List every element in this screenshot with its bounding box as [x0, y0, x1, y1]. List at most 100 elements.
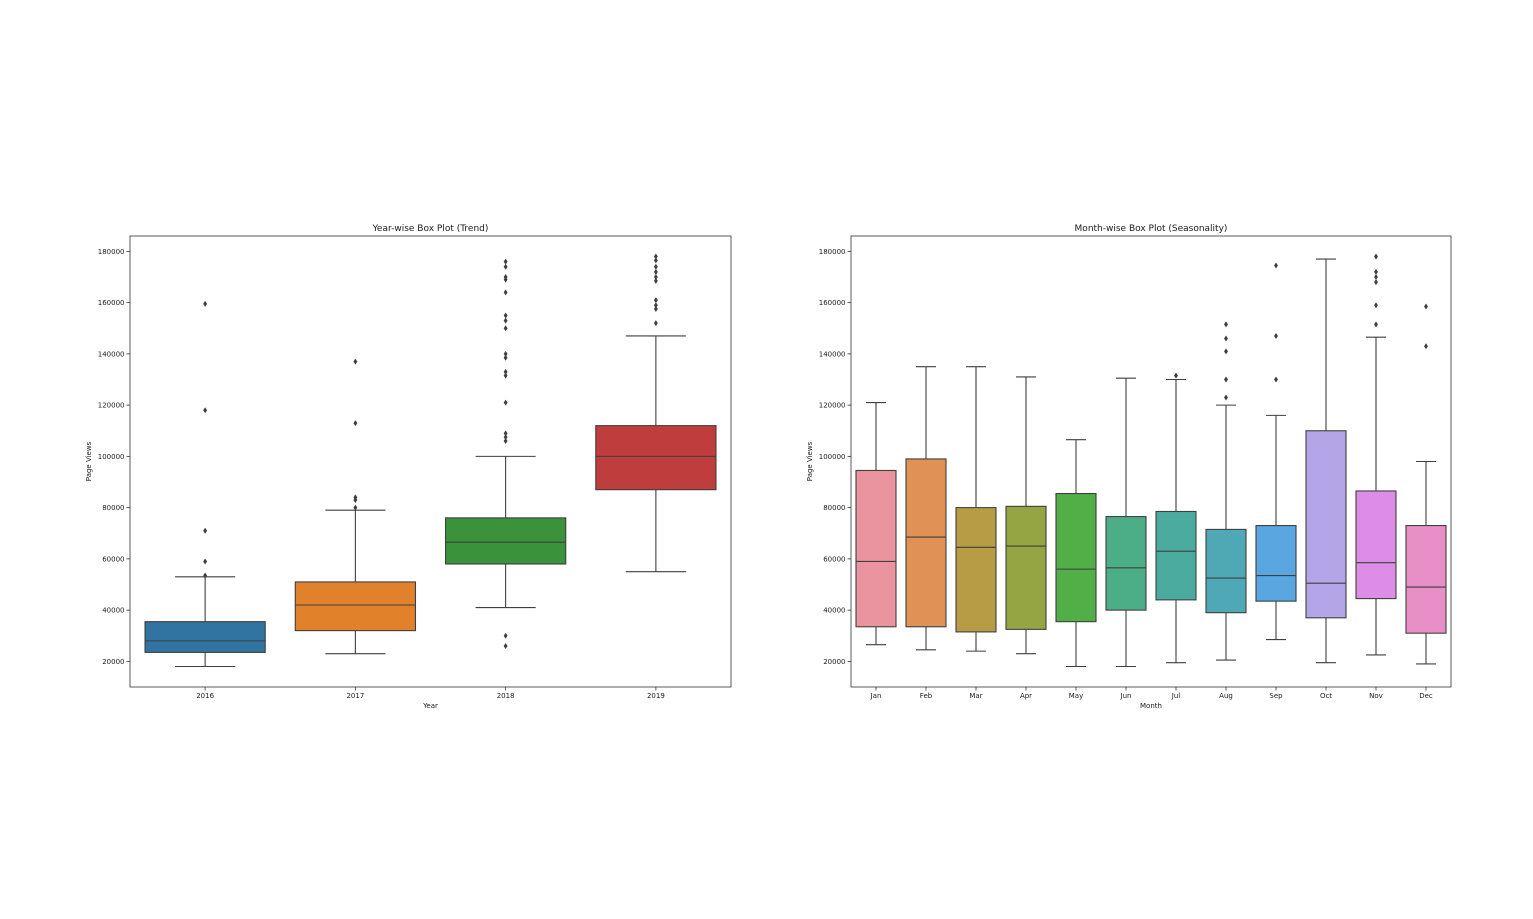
outlier-point — [653, 297, 658, 304]
outlier-point — [503, 263, 508, 270]
y-tick-label: 180000 — [819, 248, 846, 256]
outlier-point — [203, 527, 208, 534]
outlier-point — [653, 257, 658, 264]
box-jan — [855, 402, 897, 646]
outlier-point — [353, 420, 358, 427]
box-body — [905, 458, 947, 628]
outlier-point — [1224, 376, 1228, 383]
outlier-point — [1274, 262, 1278, 269]
outlier-point — [203, 572, 208, 579]
x-tick-label: May — [1069, 692, 1083, 700]
y-tick-label: 140000 — [819, 350, 846, 358]
box-body — [1205, 528, 1247, 614]
box-2018 — [444, 258, 567, 649]
box-body — [955, 507, 997, 633]
box-body — [444, 517, 567, 565]
outlier-point — [1224, 394, 1228, 401]
y-tick-label: 20000 — [823, 658, 845, 666]
box-body — [1155, 510, 1197, 601]
outlier-point — [503, 258, 508, 265]
x-tick-label: Jun — [1120, 692, 1132, 700]
outlier-point — [503, 274, 508, 280]
outlier-point — [503, 430, 508, 437]
x-tick-label: Mar — [969, 692, 982, 700]
box-2019 — [595, 253, 717, 573]
outlier-point — [503, 325, 508, 332]
y-tick-label: 180000 — [98, 248, 125, 256]
box-body — [855, 469, 897, 628]
x-tick-label: Sep — [1269, 692, 1283, 700]
box-body — [595, 425, 717, 491]
outlier-point — [1224, 348, 1228, 355]
chart-title: Month-wise Box Plot (Seasonality) — [1075, 224, 1228, 234]
x-tick-label: Jan — [870, 692, 882, 700]
x-tick-label: 2019 — [647, 692, 665, 700]
outlier-point — [653, 277, 658, 284]
outlier-point — [1224, 335, 1228, 342]
y-tick-label: 40000 — [102, 607, 124, 615]
chart-title: Year-wise Box Plot (Trend) — [372, 224, 489, 234]
outlier-point — [353, 504, 358, 511]
outlier-point — [1174, 372, 1178, 379]
outlier-point — [503, 368, 508, 375]
outlier-point — [1274, 332, 1278, 339]
outlier-point — [353, 494, 358, 501]
outlier-point — [203, 300, 208, 307]
box-apr — [1005, 376, 1047, 655]
outlier-point — [1374, 302, 1378, 309]
box-body — [1005, 505, 1047, 630]
y-tick-label: 120000 — [98, 402, 125, 410]
y-tick-label: 100000 — [819, 453, 846, 461]
y-tick-label: 80000 — [102, 504, 124, 512]
outlier-point — [353, 358, 358, 365]
outlier-point — [1374, 279, 1378, 286]
box-2016 — [144, 300, 266, 668]
x-axis-label: Year — [422, 702, 438, 710]
x-tick-label: Oct — [1320, 692, 1332, 700]
outlier-point — [1374, 274, 1378, 280]
outlier-point — [1224, 321, 1228, 328]
box-may — [1055, 439, 1097, 668]
plot-frame — [850, 235, 1452, 688]
plot-frame — [129, 235, 732, 688]
outlier-point — [653, 302, 658, 309]
box-nov — [1355, 253, 1397, 656]
outlier-point — [503, 643, 508, 649]
x-tick-label: 2017 — [346, 692, 364, 700]
y-axis-label: Page Views — [806, 441, 814, 481]
x-axis-label: Month — [1140, 702, 1162, 710]
outlier-point — [503, 438, 508, 444]
box-jun — [1105, 377, 1147, 668]
outlier-point — [503, 372, 508, 379]
box-dec — [1405, 303, 1447, 665]
outlier-point — [653, 306, 658, 313]
x-tick-label: 2016 — [196, 692, 214, 700]
box-feb — [905, 366, 947, 651]
outlier-point — [203, 558, 208, 565]
x-tick-label: Aug — [1219, 692, 1233, 700]
y-tick-label: 120000 — [819, 402, 846, 410]
box-body — [1055, 492, 1097, 623]
box-body — [294, 581, 417, 632]
box-body — [1405, 525, 1447, 634]
outlier-point — [503, 434, 508, 441]
outlier-point — [1274, 376, 1278, 383]
outlier-point — [653, 274, 658, 280]
outlier-point — [653, 320, 658, 327]
x-tick-label: Dec — [1419, 692, 1433, 700]
box-body — [1105, 516, 1147, 611]
outlier-point — [503, 317, 508, 324]
y-tick-label: 20000 — [102, 658, 124, 666]
box-jul — [1155, 372, 1197, 664]
box-aug — [1205, 321, 1247, 661]
x-tick-label: 2018 — [497, 692, 515, 700]
year-wise-box-plot: Year-wise Box Plot (Trend) 20000 40000 6000… — [85, 224, 732, 710]
y-tick-label: 40000 — [823, 607, 845, 615]
y-tick-label: 160000 — [98, 299, 125, 307]
y-tick-label: 80000 — [823, 504, 845, 512]
outlier-point — [653, 263, 658, 270]
x-tick-label: Jul — [1171, 692, 1181, 700]
x-tick-label: Apr — [1020, 692, 1032, 700]
outlier-point — [503, 350, 508, 357]
